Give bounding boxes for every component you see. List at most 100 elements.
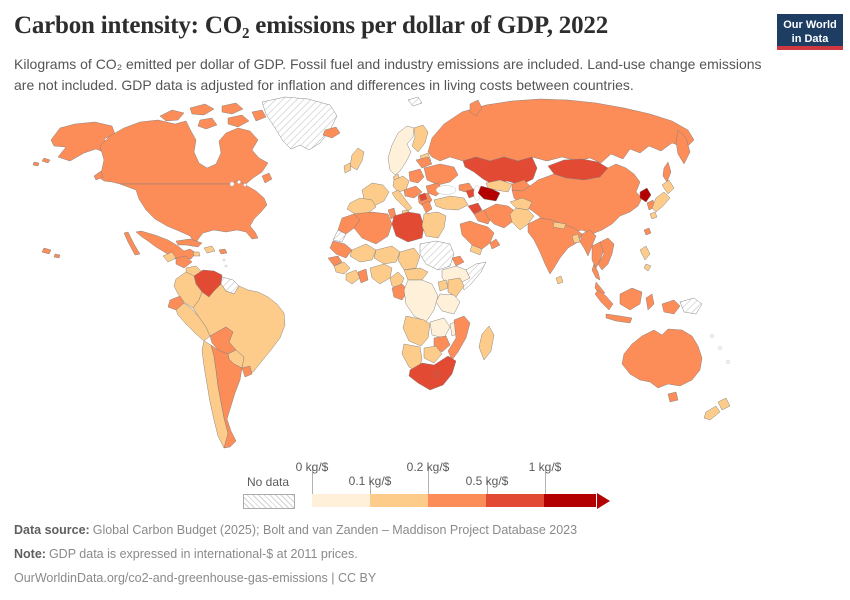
country-italy[interactable] <box>391 189 413 212</box>
country-finland[interactable] <box>411 124 429 153</box>
country-greece[interactable] <box>421 200 433 214</box>
country-tasmania[interactable] <box>667 391 679 403</box>
country-japan[interactable] <box>649 179 675 220</box>
country-usa[interactable] <box>119 179 268 245</box>
country-west-papua[interactable] <box>661 299 681 315</box>
country-honduras-nicaragua[interactable] <box>175 255 193 269</box>
country-kenya[interactable] <box>447 277 465 298</box>
country-canadian-arctic-islands[interactable] <box>159 102 267 130</box>
country-mozambique[interactable] <box>447 315 471 361</box>
country-aleutian-islands[interactable] <box>32 157 51 167</box>
country-ireland[interactable] <box>343 162 352 174</box>
country-yemen[interactable] <box>469 244 483 256</box>
country-cameroon[interactable] <box>389 271 405 289</box>
country-india[interactable] <box>527 217 583 275</box>
country-sudan[interactable] <box>419 240 455 271</box>
legend-band-5[interactable] <box>544 494 596 507</box>
country-somalia[interactable] <box>461 261 487 291</box>
country-brazil[interactable] <box>192 283 286 377</box>
country-nigeria[interactable] <box>369 263 393 285</box>
country-sakhalin[interactable] <box>662 161 672 183</box>
country-hispaniola[interactable] <box>203 245 216 254</box>
country-vancouver-island[interactable] <box>93 170 104 181</box>
country-afghanistan[interactable] <box>509 197 533 211</box>
country-indonesia-java[interactable] <box>605 313 633 324</box>
country-myanmar[interactable] <box>579 229 597 257</box>
country-australia[interactable] <box>621 328 703 389</box>
country-serbia[interactable] <box>418 192 428 202</box>
country-uganda[interactable] <box>437 279 449 292</box>
country-botswana[interactable] <box>423 345 443 364</box>
country-angola[interactable] <box>402 315 431 347</box>
country-mauritania[interactable] <box>329 240 353 259</box>
country-belarus[interactable] <box>415 156 433 169</box>
country-hawaii[interactable] <box>41 247 61 259</box>
country-sri-lanka[interactable] <box>555 275 564 285</box>
country-lesotho[interactable] <box>433 370 441 378</box>
country-south-africa[interactable] <box>408 355 457 391</box>
country-nepal[interactable] <box>552 221 567 230</box>
country-spain-portugal[interactable] <box>346 197 377 215</box>
legend-band-1[interactable] <box>312 494 370 507</box>
country-tanzania[interactable] <box>435 293 461 315</box>
country-zambia[interactable] <box>429 317 451 339</box>
country-argentina[interactable] <box>210 344 243 449</box>
country-vietnam-laos[interactable] <box>597 237 615 271</box>
country-kamchatka[interactable] <box>675 129 691 165</box>
country-cuba[interactable] <box>175 238 203 248</box>
country-north-korea[interactable] <box>639 187 652 203</box>
country-ukraine[interactable] <box>423 163 459 186</box>
country-russia[interactable] <box>427 98 695 164</box>
country-newfoundland[interactable] <box>261 172 273 184</box>
country-canada[interactable] <box>99 119 269 185</box>
country-zimbabwe[interactable] <box>433 335 451 353</box>
country-norway-sweden[interactable] <box>387 125 415 176</box>
country-western-sahara[interactable] <box>332 229 347 243</box>
country-egypt[interactable] <box>421 211 447 239</box>
country-pakistan[interactable] <box>509 207 535 231</box>
country-taiwan[interactable] <box>643 227 652 236</box>
country-poland[interactable] <box>408 168 425 184</box>
legend-band-4[interactable] <box>486 494 544 507</box>
country-svalbard[interactable] <box>407 96 423 107</box>
country-central-african-republic[interactable] <box>403 267 429 281</box>
country-oman[interactable] <box>489 238 501 250</box>
country-ghana[interactable] <box>357 268 369 284</box>
country-central-europe[interactable] <box>403 185 423 199</box>
country-uruguay[interactable] <box>241 365 253 378</box>
legend-band-3[interactable] <box>428 494 486 507</box>
country-turkmenistan[interactable] <box>477 185 501 202</box>
country-niger[interactable] <box>373 245 401 265</box>
country-papua-new-guinea[interactable] <box>679 297 703 315</box>
owid-logo[interactable]: Our World in Data <box>777 14 843 50</box>
country-eritrea[interactable] <box>451 255 465 267</box>
country-libya[interactable] <box>391 211 425 243</box>
country-borneo[interactable] <box>619 287 643 311</box>
country-sulawesi[interactable] <box>645 293 655 311</box>
country-ivory-coast[interactable] <box>345 269 361 285</box>
country-mali[interactable] <box>349 243 377 263</box>
legend-no-data-swatch[interactable] <box>243 494 295 509</box>
country-jamaica[interactable] <box>192 251 201 257</box>
country-baja-california[interactable] <box>123 231 141 256</box>
country-new-zealand[interactable] <box>703 397 731 421</box>
country-puerto-rico[interactable] <box>218 248 228 255</box>
legend-band-2[interactable] <box>370 494 428 507</box>
country-indonesia-sumatra[interactable] <box>594 289 614 311</box>
country-chad[interactable] <box>397 247 421 271</box>
country-iceland[interactable] <box>322 126 341 139</box>
country-greenland[interactable] <box>261 96 338 151</box>
country-senegal[interactable] <box>327 255 343 267</box>
country-algeria[interactable] <box>353 211 393 245</box>
country-united-kingdom[interactable] <box>349 147 365 171</box>
country-saudi-arabia[interactable] <box>459 220 495 250</box>
country-syria[interactable] <box>467 202 483 215</box>
lesser-antilles-1 <box>222 258 226 262</box>
country-turkey[interactable] <box>433 195 469 211</box>
country-madagascar[interactable] <box>478 325 495 361</box>
country-philippines[interactable] <box>639 245 652 272</box>
country-guinea[interactable] <box>333 261 351 275</box>
country-dr-congo[interactable] <box>403 279 439 323</box>
country-novaya-zemlya[interactable] <box>469 99 483 117</box>
country-kazakhstan[interactable] <box>462 156 538 186</box>
